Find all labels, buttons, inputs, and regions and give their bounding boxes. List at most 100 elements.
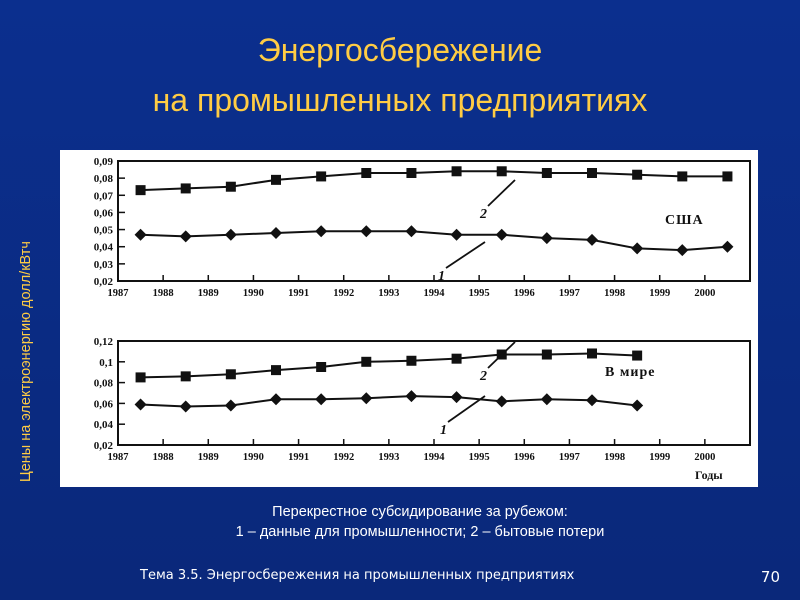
chart-1-x-tick-label: 1995 [469,288,490,299]
chart-2-x-tick-label: 1999 [649,452,670,463]
chart-2-x-tick-label: 1991 [288,452,309,463]
chart-2-x-tick-label: 1996 [514,452,535,463]
chart-1-x-tick-label: 2000 [694,288,715,299]
chart-1-x-tick-label: 1996 [514,288,535,299]
chart-2-series-2-point [361,356,372,367]
chart-2-series-2-point [316,362,327,372]
chart-2-frame [117,340,751,446]
chart-2-series-2-point [271,365,281,376]
chart-1-frame [117,160,751,282]
chart-2-series-1-point [631,399,644,412]
chart-2-series-1-point [450,391,463,404]
chart-1-series-1-point [134,228,147,241]
chart-1-y-tick-label: 0,04 [94,242,114,254]
chart-2-x-tick-label: 1990 [243,452,264,463]
chart-1-x-tick-label: 1990 [243,288,264,299]
chart-1-x-tick-label: 1988 [153,288,174,299]
chart-2-x-tick-label: 1994 [424,452,446,463]
chart-2-series-1-pointer [447,395,486,423]
chart-1-series-2-point [451,166,462,177]
caption-line-1: Перекрестное субсидирование за рубежом: [272,504,568,520]
chart-1-series-2-point [677,171,688,182]
chart-1-series-1-point [360,225,373,238]
chart-1-y-tick-label: 0,07 [94,190,114,202]
chart-2-series-1-label: 1 [440,423,447,438]
chart-2-series-1-point [540,393,553,406]
chart-1-series-1-point [721,240,734,253]
chart-2-series-2-pointer [487,341,516,369]
chart-1-x-tick-label: 1992 [333,288,354,299]
chart-1-y-tick-label: 0,06 [94,207,114,219]
chart-1-series-1-point [405,225,418,238]
chart-2-series-1-point [134,398,147,411]
chart-2-series-2-point [541,349,552,360]
slide-title-line-1: Энергосбережение [257,32,543,68]
chart-2-x-tick-label: 1988 [153,452,174,463]
slide-title-line-2: на промышленных предприятиях [152,82,648,118]
chart-1-series-1-point [179,230,192,243]
chart-2-series-2-point [587,348,597,359]
chart-1-series-1-pointer [445,241,486,269]
chart-2-y-tick-label: 0,12 [94,336,114,348]
chart-2-series-1-point [360,392,373,405]
chart-1-x-tick-label: 1994 [424,288,446,299]
chart-2-x-tick-label: 1987 [108,452,129,463]
chart-2-title: В мире [605,365,655,380]
chart-1-series-2-point [271,174,281,185]
chart-1-y-tick-label: 0,02 [94,276,114,288]
chart-1-series-2-point [135,185,146,196]
chart-2-y-tick-label: 0,04 [94,419,114,431]
chart-1-x-tick-label: 1991 [288,288,309,299]
chart-1-x-tick-label: 1997 [559,288,580,299]
chart-2-series-2-point [632,350,643,361]
chart-2-series-1-point [270,393,282,406]
chart-2-series-2-point [225,369,236,380]
chart-1-series-1-point [586,233,598,246]
caption-line-2: 1 – данные для промышленности; 2 – бытов… [235,524,605,540]
chart-1-series-1-point [224,228,237,241]
chart-2-x-tick-label: 1997 [559,452,580,463]
chart-1-title: США [665,213,704,228]
chart-2-x-tick-label: 1993 [378,452,399,463]
chart-1-y-tick-label: 0,08 [94,173,114,185]
chart-2-x-tick-label: 1998 [604,452,625,463]
chart-2-series-2-point [180,371,191,382]
chart-2-y-tick-label: 0,08 [94,378,114,390]
chart-2-series-1-point [586,394,598,407]
chart-1-series-2-point [541,168,552,178]
y-axis-label: Цены на электроэнергию долл/кВтч [18,241,34,482]
chart-svg: 0,02 0,03 0,04 0,05 0,06 0,07 0,08 0,09 1987 1988… [94,156,751,482]
chart-1-series-2-point [406,168,417,178]
chart-2-series-1-point [495,395,508,408]
chart-1-y-tick-label: 0,09 [94,156,114,168]
chart-2-series-1-point [315,393,328,406]
chart-1-series-1-line [140,230,728,252]
chart-1-series-1-point [270,227,282,239]
chart-1-series-1-point [450,228,463,241]
chart-1-x-tick-label: 1989 [198,288,219,299]
chart-2-series-1-point [179,400,192,413]
chart-1-series-2-point [496,166,507,177]
chart-2-series-1-point [224,399,237,412]
chart-1-series-1-point [315,225,328,238]
chart-1-series-1-point [631,242,644,255]
chart-2-series-2-line [140,352,638,379]
footer-text: Тема 3.5. Энергосбережения на промышленн… [140,568,575,583]
chart-1-series-1-label: 1 [438,269,445,284]
chart-2-y-tick-label: 0,1 [99,357,113,369]
chart-2-x-tick-label: 1992 [333,452,354,463]
chart-1-series-1-point [676,244,689,257]
chart-1-series-2-pointer [487,179,516,207]
chart-1-x-tick-label: 1987 [108,288,129,299]
chart-2-x-tick-label: 1995 [469,452,490,463]
page-number: 70 [760,568,780,586]
chart-2-y-tick-label: 0,02 [94,440,114,452]
chart-2-x-tick-label: 1989 [198,452,219,463]
chart-2-x-tick-label: 2000 [694,452,715,463]
chart-1-x-tick-label: 1999 [649,288,670,299]
chart-1-y-tick-label: 0,03 [94,259,114,271]
chart-2-series-2-point [451,353,462,364]
chart-2-series-2-label: 2 [479,369,487,384]
chart-1-series-2-point [722,171,733,182]
chart-panel: 0,02 0,03 0,04 0,05 0,06 0,07 0,08 0,09 1987 1988… [60,150,758,487]
